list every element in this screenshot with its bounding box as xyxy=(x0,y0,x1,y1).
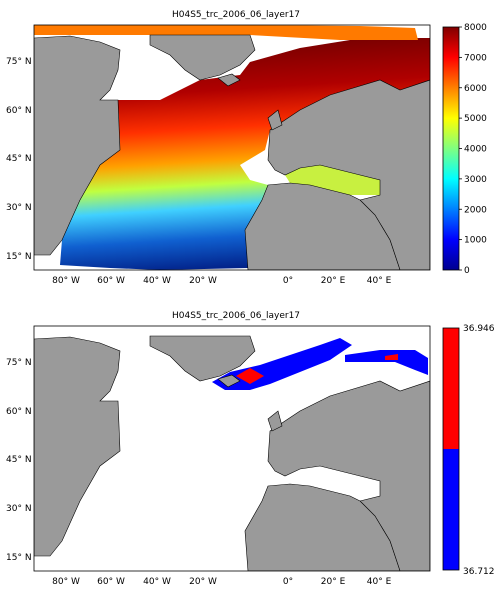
colorbar-tick-label: 3000 xyxy=(464,175,487,185)
britain-2 xyxy=(267,410,283,432)
ocean-tracer-field xyxy=(60,38,430,270)
longitude-label: 20° E xyxy=(321,577,346,587)
top-colorbar xyxy=(442,26,460,271)
red-patches xyxy=(236,354,398,384)
longitude-label: 40° W xyxy=(143,577,171,587)
latitude-label: 75° N xyxy=(6,57,32,67)
bottom-land xyxy=(34,335,430,571)
bottom-map-frame xyxy=(33,325,431,572)
colorbar-tick-label: 1000 xyxy=(464,236,487,246)
bottom-map xyxy=(34,326,430,571)
iceland xyxy=(217,73,241,87)
longitude-label: 80° W xyxy=(52,577,80,587)
colorbar-tick-label: 2000 xyxy=(464,205,487,215)
blue-band-east xyxy=(345,350,428,375)
latitude-label: 15° N xyxy=(6,252,32,262)
longitude-label: 20° E xyxy=(321,276,346,286)
colorbar-tick-label: 5000 xyxy=(464,114,487,124)
latitude-label: 45° N xyxy=(6,455,32,465)
north-america-2 xyxy=(34,336,121,557)
bottom-colorbar-red xyxy=(443,328,459,449)
latitude-label: 60° N xyxy=(6,106,32,116)
top-colorbar-ticks: 0 1000 2000 3000 4000 5000 6000 7000 8000 xyxy=(459,23,487,276)
longitude-label: 40° W xyxy=(143,276,171,286)
bottom-colorbar-max-label: 36.946 xyxy=(463,324,495,334)
greenland xyxy=(149,34,256,81)
latitude-label: 75° N xyxy=(6,358,32,368)
axis-labels: 75° N 60° N 45° N 30° N 15° N 80° W 60° W 40° W… xyxy=(6,57,392,587)
longitude-label: 0° xyxy=(283,276,293,286)
north-america xyxy=(34,35,121,256)
africa xyxy=(244,182,401,270)
top-land xyxy=(34,34,430,270)
latitude-label: 30° N xyxy=(6,504,32,514)
top-map-title: H04S5_trc_2006_06_layer17 xyxy=(172,10,301,20)
red-patch-east xyxy=(385,354,398,360)
red-patch-main xyxy=(236,368,264,384)
latitude-label: 15° N xyxy=(6,553,32,563)
longitude-label: 20° W xyxy=(189,577,217,587)
northern-band xyxy=(34,25,418,40)
top-map-frame xyxy=(33,24,431,271)
latitude-label: 45° N xyxy=(6,154,32,164)
bottom-colorbar-min-label: 36.712 xyxy=(463,567,495,577)
iceland-2 xyxy=(217,374,241,388)
colorbar-tick-label: 0 xyxy=(464,266,470,276)
longitude-label: 60° W xyxy=(97,276,125,286)
longitude-label: 40° E xyxy=(367,276,392,286)
greenland-2 xyxy=(149,335,256,382)
colorbar-tick-label: 6000 xyxy=(464,84,487,94)
latitude-label: 60° N xyxy=(6,407,32,417)
longitude-label: 40° E xyxy=(367,577,392,587)
longitude-label: 0° xyxy=(283,577,293,587)
longitude-label: 80° W xyxy=(52,276,80,286)
colorbar-tick-label: 4000 xyxy=(464,145,487,155)
bottom-colorbar-frame xyxy=(442,327,460,571)
latitude-label: 30° N xyxy=(6,203,32,213)
britain xyxy=(267,109,283,131)
africa-2 xyxy=(244,483,401,571)
longitude-label: 20° W xyxy=(189,276,217,286)
bottom-colorbar-blue xyxy=(443,449,459,570)
longitude-label: 60° W xyxy=(97,577,125,587)
bottom-map-title: H04S5_trc_2006_06_layer17 xyxy=(172,311,301,321)
colorbar-tick-label: 7000 xyxy=(464,53,487,63)
colorbar-tick-label: 8000 xyxy=(464,23,487,33)
top-map xyxy=(34,25,430,270)
mediterranean-field xyxy=(285,165,380,195)
